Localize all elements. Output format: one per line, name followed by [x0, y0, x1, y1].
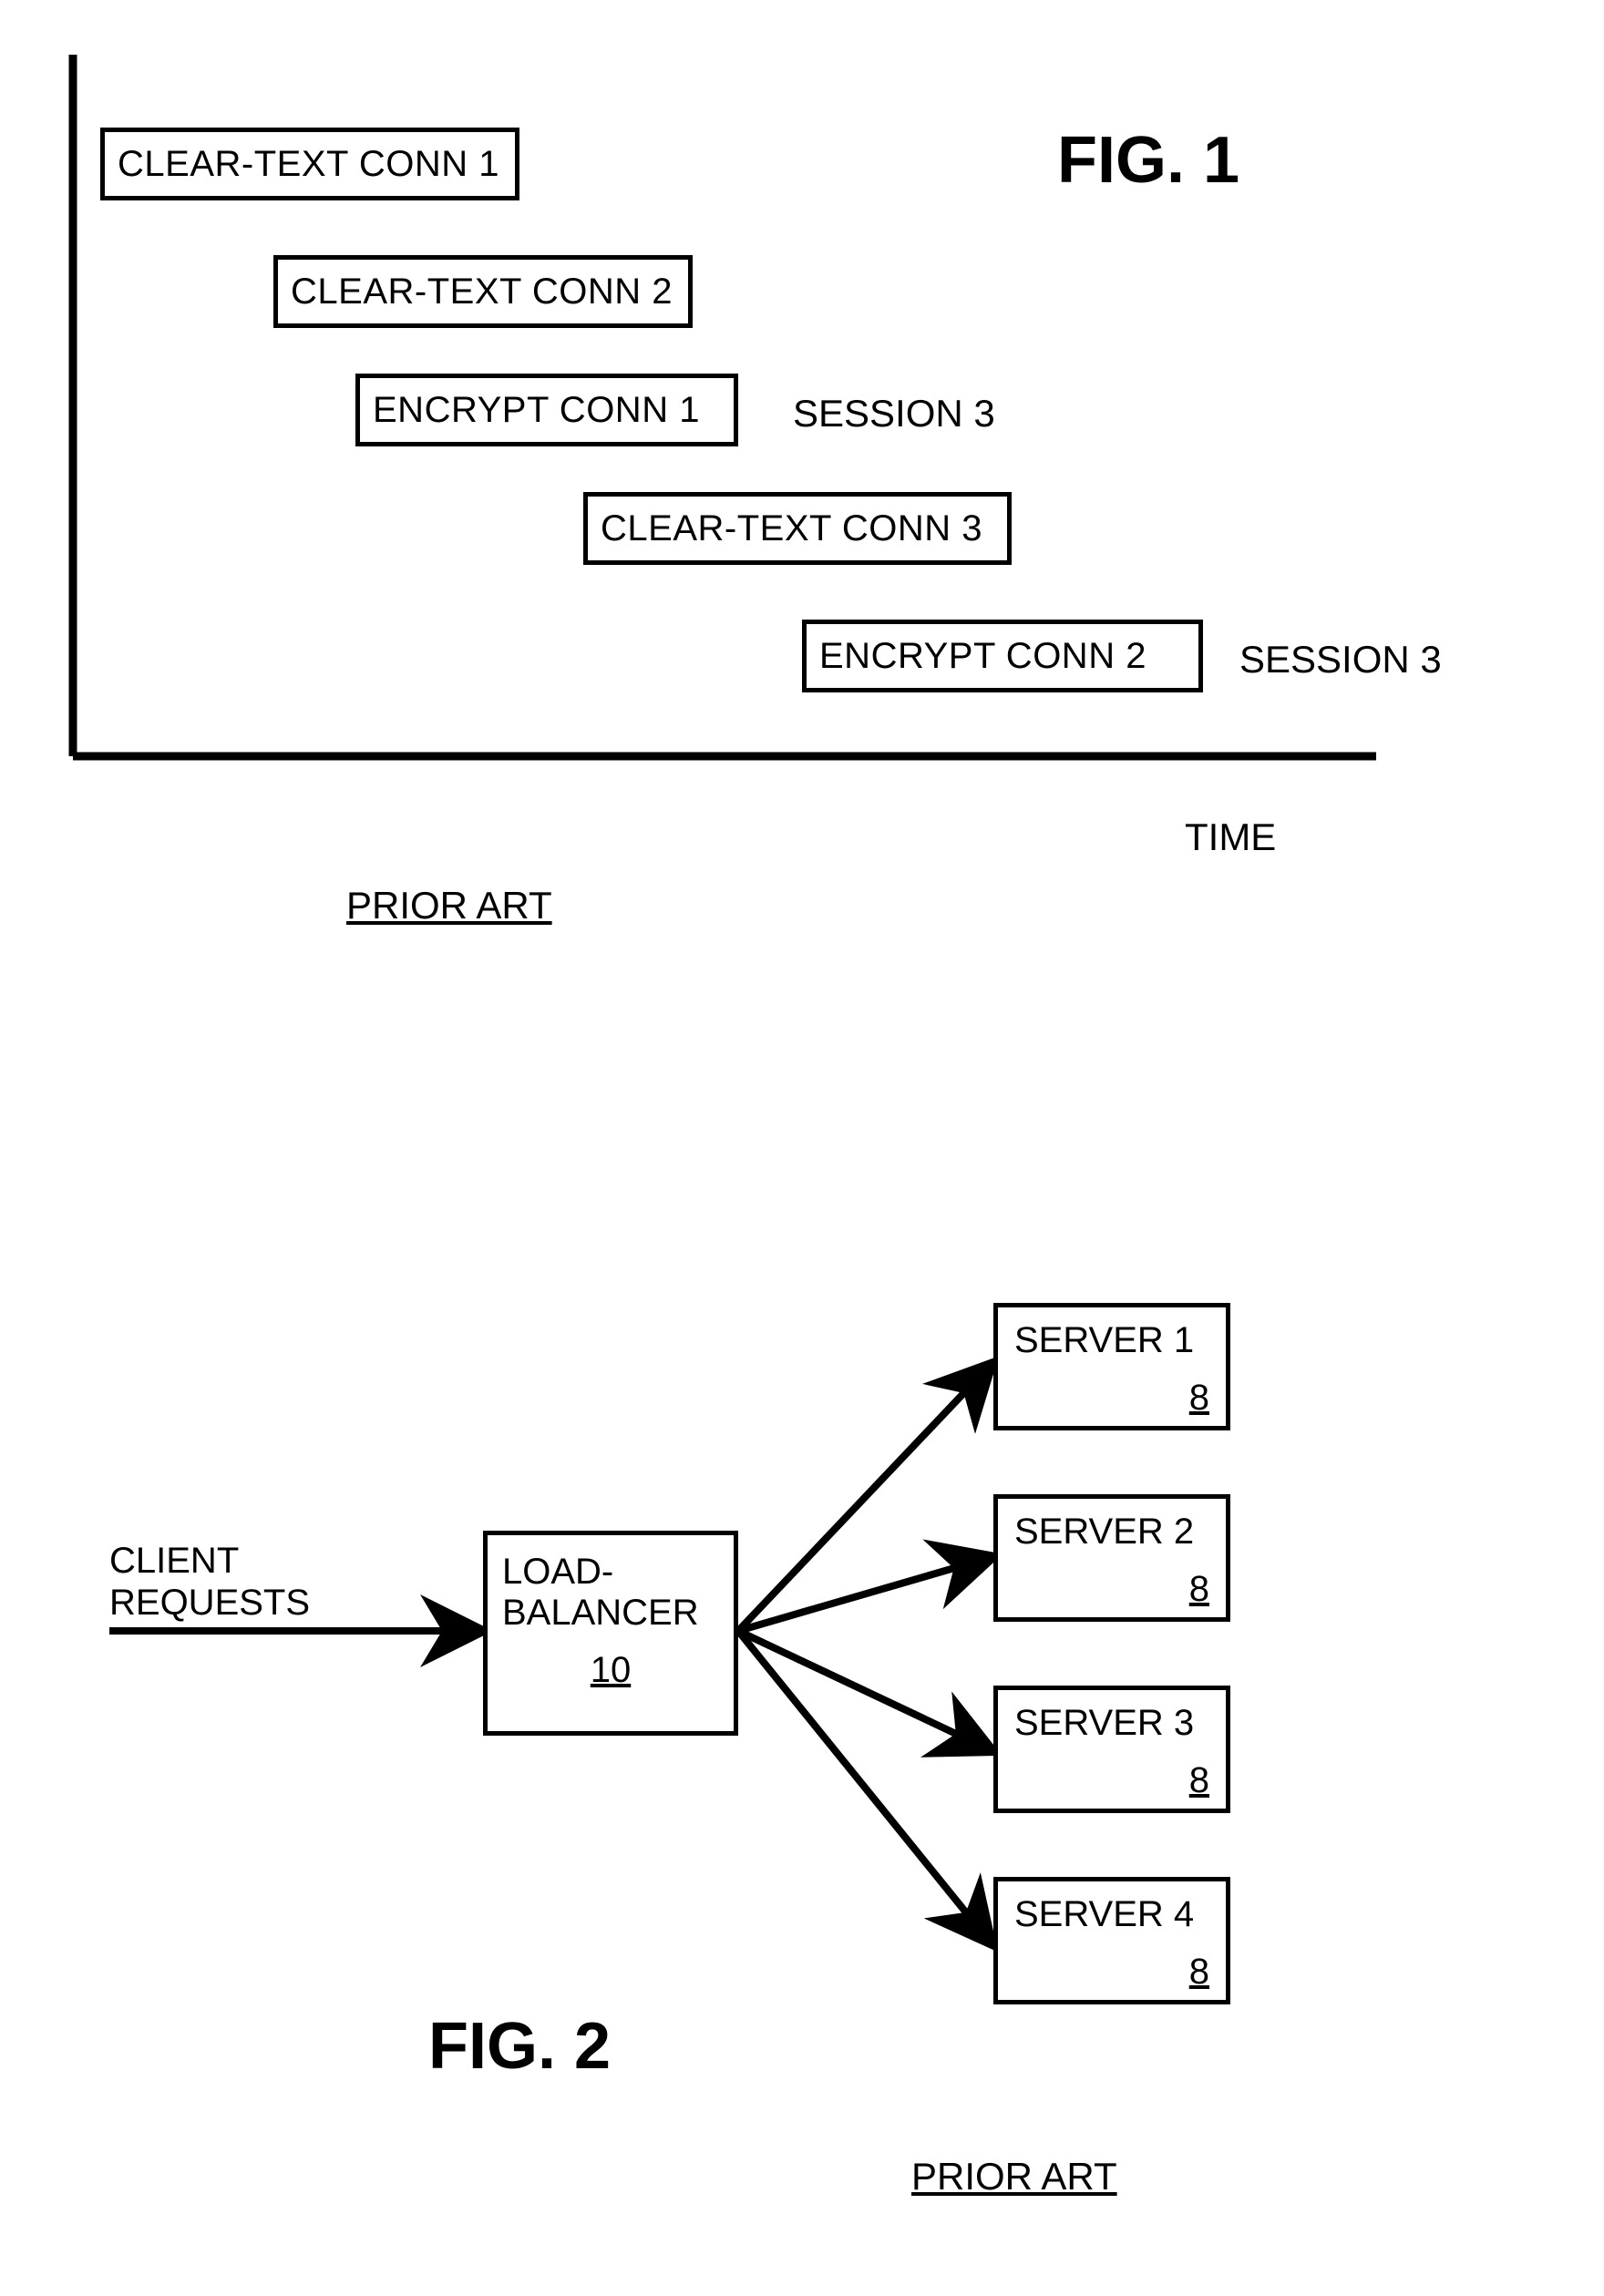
vector-overlay [0, 0, 1604, 2296]
load-balancer-box: LOAD- BALANCER 10 [483, 1531, 738, 1736]
client-label-line2: REQUESTS [109, 1582, 310, 1624]
timeline-bar-3-annotation: SESSION 3 [793, 392, 995, 436]
server-3-label: SERVER 3 [1014, 1703, 1209, 1744]
lb-ref-number: 10 [502, 1650, 719, 1691]
lb-label-line1: LOAD- [502, 1552, 719, 1593]
server-4-label: SERVER 4 [1014, 1894, 1209, 1935]
server-2-label: SERVER 2 [1014, 1512, 1209, 1553]
figure-1-title: FIG. 1 [1057, 123, 1239, 198]
timeline-bar-2: CLEAR-TEXT CONN 2 [273, 255, 693, 328]
timeline-bar-4: CLEAR-TEXT CONN 3 [583, 492, 1012, 565]
lb-label-line2: BALANCER [502, 1593, 719, 1634]
timeline-bar-5: ENCRYPT CONN 2 [802, 620, 1203, 692]
figure-2-title: FIG. 2 [428, 2009, 611, 2084]
timeline-bar-1: CLEAR-TEXT CONN 1 [100, 128, 519, 200]
figure-2-client-label: CLIENT REQUESTS [109, 1540, 310, 1624]
figure-1-x-axis-label: TIME [1185, 815, 1276, 859]
diagram-canvas: FIG. 1 CLEAR-TEXT CONN 1 CLEAR-TEXT CONN … [0, 0, 1604, 2296]
server-3-ref: 8 [1014, 1760, 1209, 1801]
timeline-bar-3: ENCRYPT CONN 1 [355, 374, 738, 446]
timeline-bar-5-annotation: SESSION 3 [1239, 638, 1442, 682]
figure-2-caption: PRIOR ART [911, 2155, 1117, 2199]
server-4-ref: 8 [1014, 1952, 1209, 1993]
client-label-line1: CLIENT [109, 1540, 310, 1582]
server-box-2: SERVER 2 8 [993, 1494, 1230, 1622]
server-1-label: SERVER 1 [1014, 1320, 1209, 1361]
figure-1-caption: PRIOR ART [346, 884, 552, 928]
server-box-3: SERVER 3 8 [993, 1686, 1230, 1813]
server-2-ref: 8 [1014, 1569, 1209, 1610]
server-box-4: SERVER 4 8 [993, 1877, 1230, 2004]
server-box-1: SERVER 1 8 [993, 1303, 1230, 1430]
server-1-ref: 8 [1014, 1378, 1209, 1419]
